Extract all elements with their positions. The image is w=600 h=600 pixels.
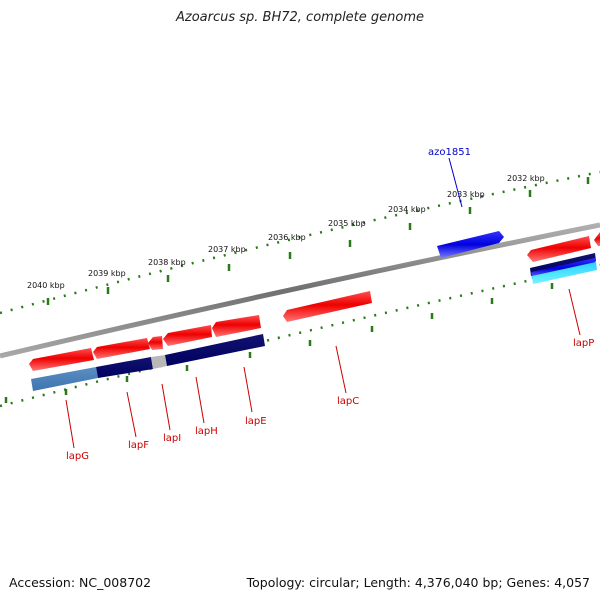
block-navy-1[interactable]: [96, 357, 153, 378]
block-cyan[interactable]: [532, 262, 597, 284]
gene-lape-feature[interactable]: [212, 315, 261, 337]
gene-next-feature[interactable]: [594, 232, 600, 246]
gene-label-lapi[interactable]: lapI: [163, 433, 181, 444]
gene-label-lapf[interactable]: lapF: [128, 440, 149, 451]
gene-lapc-feature[interactable]: [283, 291, 372, 322]
scale-label-2034: 2034 kbp: [388, 205, 426, 214]
accession-text: Accession: NC_008702: [9, 575, 152, 590]
leader-line-azo1851: [448, 157, 463, 208]
scale-label-2035: 2035 kbp: [328, 219, 366, 228]
gene-label-lapp[interactable]: lapP: [573, 338, 594, 349]
topology-text: Topology: circular; Length: 4,376,040 bp…: [246, 575, 590, 590]
block-gray[interactable]: [151, 355, 167, 369]
block-navy-2[interactable]: [165, 334, 265, 366]
scale-label-2032: 2032 kbp: [507, 174, 545, 183]
locus-label-azo1851[interactable]: azo1851: [428, 147, 471, 158]
gene-lapf-feature[interactable]: [93, 338, 150, 359]
genome-title: Azoarcus sp. BH72, complete genome: [175, 10, 425, 25]
gene-label-lape[interactable]: lapE: [245, 416, 267, 427]
scale-label-2036: 2036 kbp: [268, 233, 306, 242]
gene-label-lapg[interactable]: lapG: [66, 451, 89, 462]
gene-features: [29, 232, 600, 371]
block-steel[interactable]: [31, 367, 98, 391]
gene-azo1851[interactable]: [437, 231, 504, 258]
gene-lapp-feature[interactable]: [527, 236, 591, 262]
scale-labels: 2040 kbp 2039 kbp 2038 kbp 2037 kbp 2036…: [27, 174, 545, 290]
genome-backbone: [0, 222, 600, 359]
inner-track-blocks: [31, 253, 597, 391]
gene-laph-feature[interactable]: [163, 325, 212, 346]
gene-labels: lapG lapF lapI lapH lapE lapC lapP: [66, 338, 594, 462]
scale-label-2040: 2040 kbp: [27, 281, 65, 290]
gene-label-lapc[interactable]: lapC: [337, 396, 359, 407]
outer-scale-ring: [0, 170, 600, 315]
gene-lapg-feature[interactable]: [29, 348, 94, 371]
gene-lapi-feature[interactable]: [148, 336, 163, 350]
inner-scale-ring: [0, 263, 600, 408]
leader-lines: [65, 288, 581, 449]
gene-label-laph[interactable]: lapH: [195, 426, 218, 437]
scale-label-2037: 2037 kbp: [208, 245, 246, 254]
scale-label-2033: 2033 kbp: [447, 190, 485, 199]
inner-scale-ticks: [4, 283, 554, 403]
scale-label-2039: 2039 kbp: [88, 269, 126, 278]
scale-label-2038: 2038 kbp: [148, 258, 186, 267]
outer-scale-ticks: [46, 177, 590, 305]
